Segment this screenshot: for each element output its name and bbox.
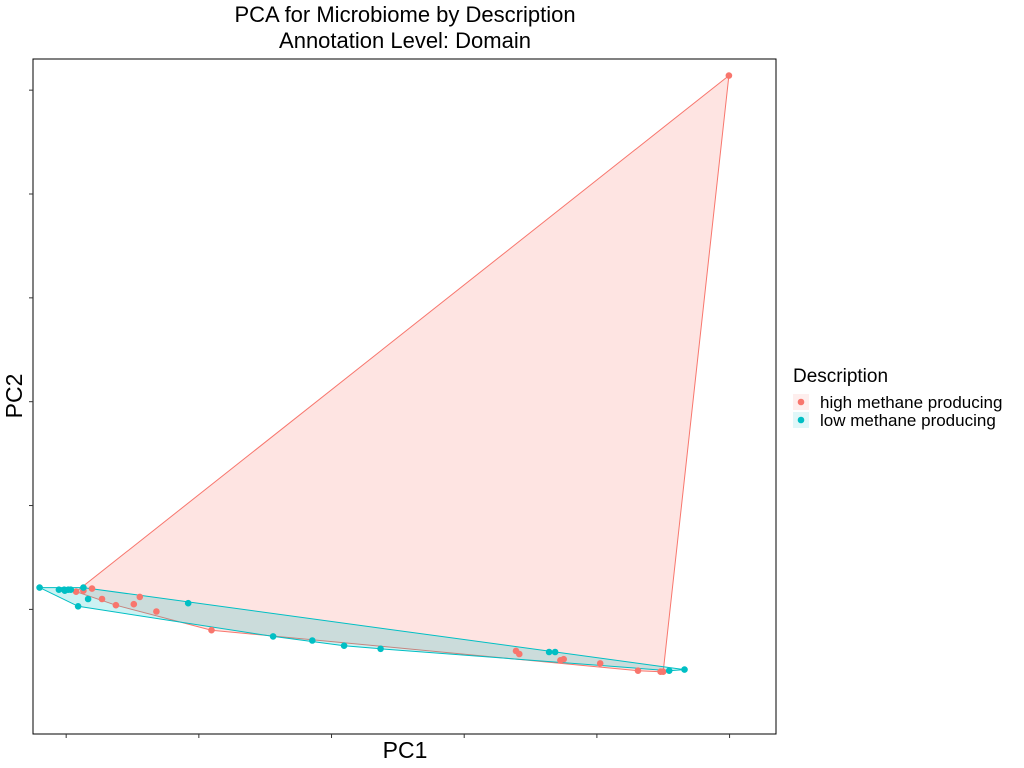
data-point	[596, 660, 604, 667]
hull-high-methane-producing	[75, 74, 730, 673]
series-high-methane-producing	[72, 72, 733, 675]
data-point	[74, 603, 82, 610]
legend-label: high methane producing	[820, 393, 1002, 412]
data-point	[84, 595, 92, 603]
axis-ticks	[29, 89, 731, 738]
data-point	[634, 667, 642, 674]
data-point	[98, 595, 106, 603]
data-point	[112, 601, 120, 609]
data-point	[72, 588, 80, 595]
data-point	[340, 642, 348, 649]
legend-key-point	[797, 398, 805, 406]
data-point	[208, 626, 215, 634]
data-point	[560, 655, 567, 663]
legend-title: Description	[793, 366, 888, 387]
legend-item-low-methane-producing: low methane producing	[793, 411, 996, 430]
data-point	[377, 645, 384, 653]
data-point	[36, 584, 43, 591]
data-point	[184, 599, 192, 607]
data-point	[153, 608, 160, 615]
data-point	[516, 650, 523, 658]
chart-subtitle: Annotation Level: Domain	[279, 28, 531, 53]
data-point	[659, 668, 667, 675]
data-point	[681, 666, 688, 673]
data-point	[55, 586, 63, 593]
y-axis-label: PC2	[1, 374, 27, 419]
data-point	[80, 584, 87, 591]
legend-item-high-methane-producing: high methane producing	[793, 393, 1002, 412]
data-point	[67, 586, 75, 593]
plot-panel-border	[32, 58, 777, 735]
x-axis-label: PC1	[383, 737, 428, 763]
series-low-methane-producing	[36, 584, 688, 674]
data-point	[725, 72, 733, 79]
data-point	[61, 587, 69, 594]
plot-area	[36, 72, 733, 675]
data-point	[665, 667, 673, 674]
data-point	[130, 600, 138, 608]
data-point	[551, 648, 559, 656]
data-point	[309, 637, 316, 644]
data-point	[136, 593, 144, 601]
chart-title: PCA for Microbiome by Description	[234, 2, 575, 27]
data-point	[545, 648, 553, 656]
data-point	[269, 633, 277, 640]
legend-key-point	[797, 416, 805, 424]
legend-label: low methane producing	[820, 411, 996, 430]
data-point	[88, 585, 96, 592]
